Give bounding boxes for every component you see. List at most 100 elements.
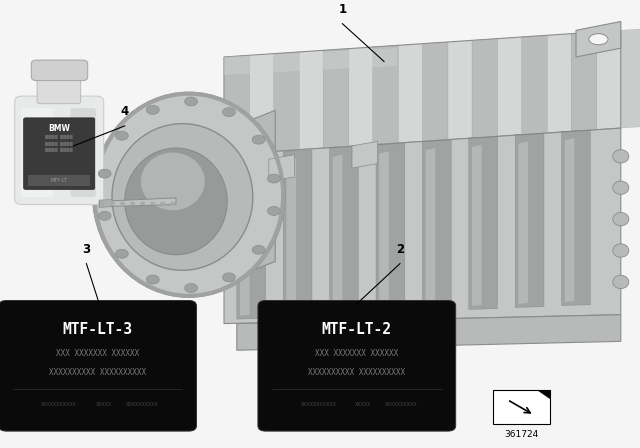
Circle shape <box>120 202 125 205</box>
Text: MTF-LT-2: MTF-LT-2 <box>322 322 392 337</box>
FancyBboxPatch shape <box>258 301 456 431</box>
Text: XXXXXXXXXX: XXXXXXXXXX <box>126 402 159 407</box>
Polygon shape <box>330 147 358 315</box>
Ellipse shape <box>589 34 608 45</box>
Polygon shape <box>237 314 621 350</box>
Polygon shape <box>274 52 300 151</box>
Bar <box>493 390 550 423</box>
Text: XXXXX: XXXXX <box>355 402 371 407</box>
Polygon shape <box>576 22 621 57</box>
Circle shape <box>147 105 159 114</box>
Circle shape <box>99 169 111 178</box>
Polygon shape <box>518 142 528 304</box>
Ellipse shape <box>93 93 285 297</box>
Polygon shape <box>515 134 544 307</box>
Polygon shape <box>422 42 448 142</box>
Ellipse shape <box>613 212 628 226</box>
Text: XXXXXXXXXXX: XXXXXXXXXXX <box>301 402 336 407</box>
Text: XXXXXXXXXXX: XXXXXXXXXXX <box>42 402 77 407</box>
FancyBboxPatch shape <box>31 60 88 81</box>
Circle shape <box>185 284 198 293</box>
Polygon shape <box>323 48 349 148</box>
Polygon shape <box>538 390 550 399</box>
Circle shape <box>130 202 135 205</box>
Polygon shape <box>224 48 397 75</box>
Text: MTF-LT-3: MTF-LT-3 <box>63 322 132 337</box>
Polygon shape <box>562 130 590 306</box>
Polygon shape <box>422 140 451 311</box>
Circle shape <box>150 202 156 205</box>
FancyBboxPatch shape <box>70 108 96 197</box>
FancyBboxPatch shape <box>0 301 196 431</box>
Circle shape <box>110 202 115 205</box>
Text: ████  ████: ████ ████ <box>45 142 73 146</box>
Circle shape <box>115 249 128 258</box>
Circle shape <box>268 174 280 183</box>
Polygon shape <box>283 150 312 317</box>
FancyBboxPatch shape <box>15 96 104 205</box>
Circle shape <box>252 135 265 144</box>
Polygon shape <box>333 155 342 312</box>
Polygon shape <box>472 145 481 306</box>
Ellipse shape <box>125 148 227 255</box>
Text: 1: 1 <box>339 3 346 16</box>
Text: 2: 2 <box>396 243 404 256</box>
Text: XXXXXXXXXX XXXXXXXXXX: XXXXXXXXXX XXXXXXXXXX <box>308 369 405 378</box>
Polygon shape <box>376 143 404 313</box>
Polygon shape <box>99 200 112 207</box>
Polygon shape <box>99 198 176 207</box>
Ellipse shape <box>613 244 628 257</box>
Text: BMW: BMW <box>48 124 70 133</box>
Polygon shape <box>426 148 435 308</box>
Ellipse shape <box>613 150 628 163</box>
Circle shape <box>252 246 265 254</box>
Ellipse shape <box>613 275 628 289</box>
Circle shape <box>115 131 128 140</box>
Ellipse shape <box>141 152 205 210</box>
Polygon shape <box>269 155 294 181</box>
Text: 4: 4 <box>121 105 129 118</box>
FancyBboxPatch shape <box>21 108 53 197</box>
Polygon shape <box>468 137 498 310</box>
Polygon shape <box>237 153 266 319</box>
Polygon shape <box>564 138 575 302</box>
Polygon shape <box>240 161 250 315</box>
Circle shape <box>160 202 165 205</box>
Polygon shape <box>372 45 398 145</box>
Circle shape <box>185 97 198 106</box>
Circle shape <box>170 202 175 205</box>
Circle shape <box>147 275 159 284</box>
Polygon shape <box>379 151 388 310</box>
Circle shape <box>99 211 111 220</box>
Circle shape <box>223 273 236 282</box>
Text: 3: 3 <box>83 243 90 256</box>
Text: MTF-LT: MTF-LT <box>51 178 68 183</box>
Text: XXXXXXXXXX XXXXXXXXXX: XXXXXXXXXX XXXXXXXXXX <box>49 369 146 378</box>
Text: XXX XXXXXXX XXXXXX: XXX XXXXXXX XXXXXX <box>56 349 140 358</box>
Circle shape <box>140 202 145 205</box>
Polygon shape <box>352 142 378 168</box>
Circle shape <box>268 207 280 215</box>
Text: 361724: 361724 <box>504 430 539 439</box>
Polygon shape <box>224 30 621 155</box>
Polygon shape <box>571 32 596 131</box>
Text: XXX XXXXXXX XXXXXX: XXX XXXXXXX XXXXXX <box>315 349 399 358</box>
Circle shape <box>100 202 105 205</box>
FancyBboxPatch shape <box>28 175 90 186</box>
Polygon shape <box>472 39 498 138</box>
Polygon shape <box>224 128 621 323</box>
Text: ████  ████: ████ ████ <box>45 135 73 139</box>
Text: XXXXXXXXXX: XXXXXXXXXX <box>385 402 418 407</box>
Text: XXXXX: XXXXX <box>96 402 112 407</box>
Circle shape <box>223 108 236 116</box>
Polygon shape <box>230 110 275 279</box>
Text: ████  ████: ████ ████ <box>45 148 73 152</box>
Ellipse shape <box>613 181 628 194</box>
FancyBboxPatch shape <box>37 75 81 103</box>
Polygon shape <box>287 158 296 314</box>
FancyBboxPatch shape <box>24 118 95 190</box>
Ellipse shape <box>112 124 253 270</box>
Polygon shape <box>621 29 640 128</box>
Polygon shape <box>522 35 547 135</box>
Polygon shape <box>224 55 250 155</box>
